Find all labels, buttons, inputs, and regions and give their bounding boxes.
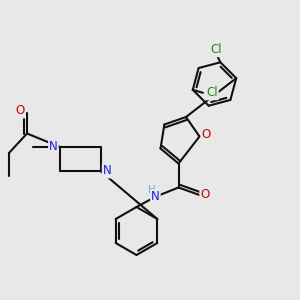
Text: O: O (202, 128, 211, 141)
Text: N: N (151, 190, 160, 203)
Text: N: N (103, 164, 112, 178)
Text: Cl: Cl (206, 86, 218, 99)
Text: H: H (148, 185, 155, 195)
Text: O: O (200, 188, 209, 201)
Text: N: N (49, 140, 58, 154)
Text: Cl: Cl (210, 43, 222, 56)
Text: O: O (16, 104, 25, 118)
